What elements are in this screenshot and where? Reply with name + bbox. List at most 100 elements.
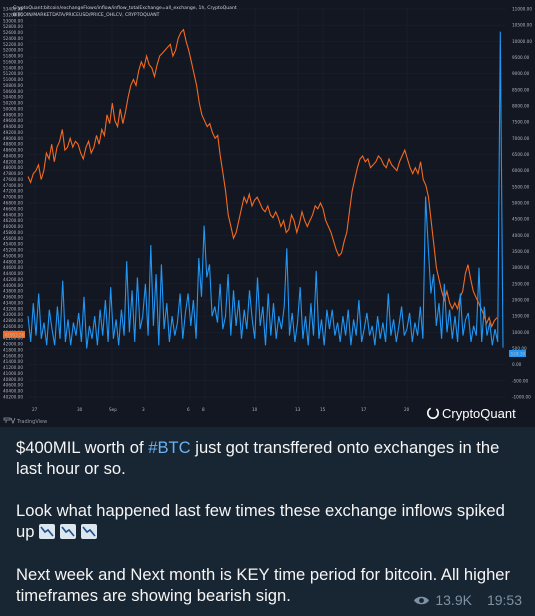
left-tick-label: 43800.00 <box>3 289 23 294</box>
message-line-4: up <box>16 521 526 542</box>
left-tick-label: 47000.00 <box>3 195 23 200</box>
left-tick-label: 42800.00 <box>3 318 23 323</box>
left-tick-label: 49800.00 <box>3 112 23 117</box>
tradingview-logo: TradingView <box>3 417 47 425</box>
left-tick-label: 40200.00 <box>3 395 23 400</box>
left-tick-label: 42600.00 <box>3 324 23 329</box>
chart-panel: 53400.00 53200.00 53000.00 52800.00 52600.00… <box>0 0 535 427</box>
left-tick-label: 50000.00 <box>3 106 23 111</box>
x-tick-label: 30 <box>77 407 83 412</box>
right-axis: 11000.00 10500.00 10000.00 9500.00 9000.00 85… <box>512 7 532 400</box>
right-tick-label: 2500.00 <box>512 281 530 286</box>
left-tick-label: 46200.00 <box>3 218 23 223</box>
left-tick-label: 51400.00 <box>3 65 23 70</box>
right-tick-label: 2000.00 <box>512 298 530 303</box>
left-tick-label: 47400.00 <box>3 183 23 188</box>
left-tick-label: 43000.00 <box>3 312 23 317</box>
left-tick-label: 51800.00 <box>3 54 23 59</box>
left-tick-label: 48000.00 <box>3 165 23 170</box>
views-counter: 13.9K <box>413 592 472 608</box>
left-tick-label: 41600.00 <box>3 353 23 358</box>
right-tick-label: 0.00 <box>512 362 522 367</box>
left-tick-label: 44200.00 <box>3 277 23 282</box>
left-tick-label: 45200.00 <box>3 248 23 253</box>
left-tick-label: 41800.00 <box>3 347 23 352</box>
right-tick-label: 9000.00 <box>512 71 530 76</box>
left-tick-label: 44400.00 <box>3 271 23 276</box>
message-line-2: last hour or so. <box>16 459 126 478</box>
message-line-3: Look what happened last few times these … <box>16 501 505 520</box>
right-tick-label: -500.00 <box>512 378 528 383</box>
left-tick-label: 51200.00 <box>3 71 23 76</box>
left-tick-label: 52400.00 <box>3 36 23 41</box>
cryptoquant-brand: CryptoQuant <box>442 406 516 421</box>
x-tick-label: 27 <box>32 407 38 412</box>
current-price-value: 42903.58 <box>5 332 25 337</box>
btc-hashtag-link[interactable]: #BTC <box>148 438 191 457</box>
right-tick-label: 10500.00 <box>512 23 532 28</box>
left-tick-label: 46400.00 <box>3 212 23 217</box>
left-tick-label: 52000.00 <box>3 48 23 53</box>
current-inflow-label: 528.39 <box>509 350 526 357</box>
left-tick-label: 50400.00 <box>3 95 23 100</box>
left-tick-label: 43600.00 <box>3 295 23 300</box>
left-tick-label: 43200.00 <box>3 306 23 311</box>
left-tick-label: 40400.00 <box>3 389 23 394</box>
right-tick-label: 1000.00 <box>512 330 530 335</box>
chart-header-line-2: BITCOIN/MARKETDATA/PRICEUSD/PRICE_OHLCV,… <box>13 12 160 18</box>
right-tick-label: 5000.00 <box>512 201 530 206</box>
left-tick-label: 52200.00 <box>3 42 23 47</box>
left-tick-label: 46000.00 <box>3 224 23 229</box>
exchange-inflow-chart: 53400.0053200.0053000.0052800.0052600.00… <box>3 5 533 425</box>
views-count: 13.9K <box>435 592 472 608</box>
eye-icon <box>414 596 430 604</box>
left-tick-label: 48200.00 <box>3 159 23 164</box>
chart-decreasing-icon <box>39 524 56 539</box>
right-tick-label: 8500.00 <box>512 87 530 92</box>
btc-price-line <box>27 28 498 329</box>
message-line-6: timeframes are showing bearish sign. <box>16 586 291 605</box>
chart-header-line-1: CryptoQuant:bitcoin/exchangeFlows/inflow… <box>13 5 237 11</box>
x-axis: 27 30 Sep 3 6 8 10 13 15 17 20 <box>32 407 410 412</box>
exchange-inflow-line <box>27 31 504 349</box>
left-tick-label: 49200.00 <box>3 130 23 135</box>
left-tick-label: 49400.00 <box>3 124 23 129</box>
message-line-5: Next week and Next month is KEY time per… <box>16 565 511 584</box>
left-tick-label: 51600.00 <box>3 59 23 64</box>
left-tick-label: 52800.00 <box>3 24 23 29</box>
x-tick-label: 10 <box>252 407 258 412</box>
left-tick-label: 51000.00 <box>3 77 23 82</box>
left-tick-label: 41400.00 <box>3 359 23 364</box>
left-tick-label: 45000.00 <box>3 253 23 258</box>
left-tick-label: 40600.00 <box>3 383 23 388</box>
left-tick-label: 46800.00 <box>3 201 23 206</box>
grid-lines <box>28 8 506 401</box>
right-tick-label: 4500.00 <box>512 217 530 222</box>
message-text-up: up <box>16 522 35 541</box>
left-tick-label: 53000.00 <box>3 18 23 23</box>
current-price-label: 42903.58 <box>3 331 25 338</box>
chart-decreasing-icon <box>60 524 77 539</box>
message-text-pre: $400MIL worth of <box>16 438 149 457</box>
right-tick-label: 4000.00 <box>512 233 530 238</box>
message-time: 19:53 <box>486 592 522 608</box>
message-line-1: $400MIL worth of #BTC just got transffer… <box>16 437 526 458</box>
x-tick-label: 15 <box>320 407 326 412</box>
left-tick-label: 53200.00 <box>3 12 23 17</box>
right-tick-label: 6000.00 <box>512 168 530 173</box>
right-tick-label: 500.00 <box>512 346 527 351</box>
left-tick-label: 47800.00 <box>3 171 23 176</box>
left-tick-label: 40800.00 <box>3 377 23 382</box>
current-inflow-value: 528.39 <box>511 351 526 356</box>
left-tick-label: 41200.00 <box>3 365 23 370</box>
x-tick-label: 17 <box>361 407 367 412</box>
right-tick-label: 9500.00 <box>512 55 530 60</box>
message-meta: 13.9K 19:53 <box>413 592 522 608</box>
x-tick-label: 6 <box>187 407 190 412</box>
right-tick-label: 8000.00 <box>512 104 530 109</box>
left-tick-label: 48600.00 <box>3 148 23 153</box>
left-tick-label: 48800.00 <box>3 142 23 147</box>
left-tick-label: 49600.00 <box>3 118 23 123</box>
x-tick-label: 13 <box>295 407 301 412</box>
right-tick-label: 7500.00 <box>512 120 530 125</box>
